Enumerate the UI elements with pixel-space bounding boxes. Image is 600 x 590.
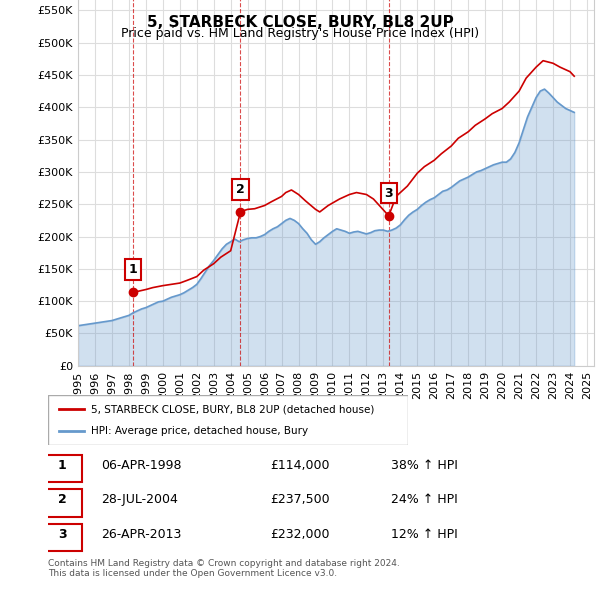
FancyBboxPatch shape xyxy=(48,395,408,445)
Text: 24% ↑ HPI: 24% ↑ HPI xyxy=(391,493,458,506)
FancyBboxPatch shape xyxy=(43,489,82,517)
Text: 1: 1 xyxy=(129,263,137,276)
Text: 5, STARBECK CLOSE, BURY, BL8 2UP (detached house): 5, STARBECK CLOSE, BURY, BL8 2UP (detach… xyxy=(91,404,374,414)
Text: 28-JUL-2004: 28-JUL-2004 xyxy=(101,493,178,506)
Text: 1: 1 xyxy=(58,458,67,471)
Text: 3: 3 xyxy=(385,186,393,199)
Text: 2: 2 xyxy=(236,183,245,196)
Text: 5, STARBECK CLOSE, BURY, BL8 2UP: 5, STARBECK CLOSE, BURY, BL8 2UP xyxy=(146,15,454,30)
Text: Contains HM Land Registry data © Crown copyright and database right 2024.
This d: Contains HM Land Registry data © Crown c… xyxy=(48,559,400,578)
Text: 26-APR-2013: 26-APR-2013 xyxy=(101,527,181,540)
Text: 2: 2 xyxy=(58,493,67,506)
Text: 06-APR-1998: 06-APR-1998 xyxy=(101,458,181,471)
Text: £232,000: £232,000 xyxy=(270,527,329,540)
Text: £237,500: £237,500 xyxy=(270,493,329,506)
FancyBboxPatch shape xyxy=(43,455,82,483)
Text: HPI: Average price, detached house, Bury: HPI: Average price, detached house, Bury xyxy=(91,427,308,437)
Text: 12% ↑ HPI: 12% ↑ HPI xyxy=(391,527,458,540)
Text: Price paid vs. HM Land Registry's House Price Index (HPI): Price paid vs. HM Land Registry's House … xyxy=(121,27,479,40)
Text: 3: 3 xyxy=(58,527,67,540)
Text: £114,000: £114,000 xyxy=(270,458,329,471)
Text: 38% ↑ HPI: 38% ↑ HPI xyxy=(391,458,458,471)
FancyBboxPatch shape xyxy=(43,524,82,552)
